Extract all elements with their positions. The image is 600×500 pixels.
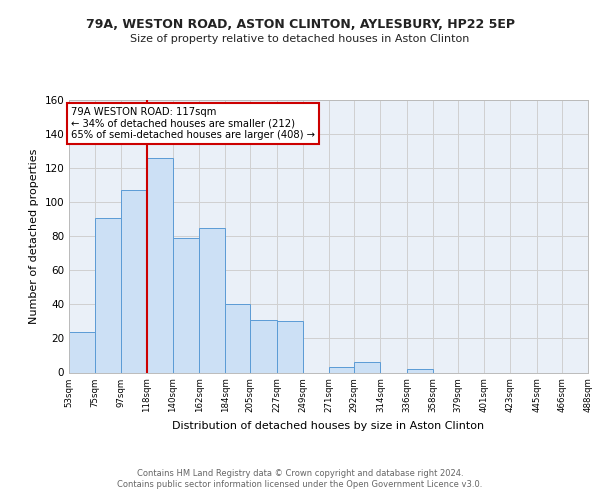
Text: 79A WESTON ROAD: 117sqm
← 34% of detached houses are smaller (212)
65% of semi-d: 79A WESTON ROAD: 117sqm ← 34% of detache… xyxy=(71,107,316,140)
Bar xyxy=(121,190,146,372)
Y-axis label: Number of detached properties: Number of detached properties xyxy=(29,148,39,324)
Text: Contains HM Land Registry data © Crown copyright and database right 2024.: Contains HM Land Registry data © Crown c… xyxy=(137,469,463,478)
Bar xyxy=(329,368,354,372)
X-axis label: Distribution of detached houses by size in Aston Clinton: Distribution of detached houses by size … xyxy=(172,420,485,430)
Text: Contains public sector information licensed under the Open Government Licence v3: Contains public sector information licen… xyxy=(118,480,482,489)
Bar xyxy=(277,322,303,372)
Bar xyxy=(225,304,250,372)
Bar xyxy=(199,228,225,372)
Bar xyxy=(250,320,277,372)
Text: 79A, WESTON ROAD, ASTON CLINTON, AYLESBURY, HP22 5EP: 79A, WESTON ROAD, ASTON CLINTON, AYLESBU… xyxy=(86,18,515,30)
Text: Size of property relative to detached houses in Aston Clinton: Size of property relative to detached ho… xyxy=(130,34,470,43)
Bar xyxy=(95,218,121,372)
Bar xyxy=(146,158,173,372)
Bar xyxy=(173,238,199,372)
Bar xyxy=(69,332,95,372)
Bar xyxy=(407,369,433,372)
Bar xyxy=(354,362,380,372)
